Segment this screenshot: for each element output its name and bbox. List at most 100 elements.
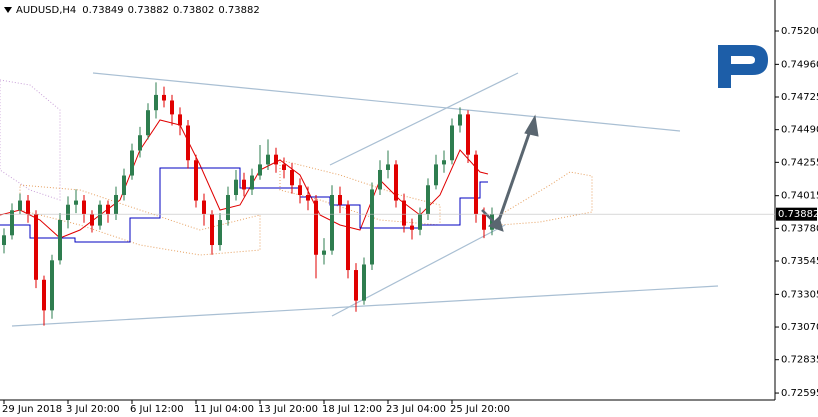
y-tick-label: 0.74015 [781,191,818,202]
candle-body [114,194,118,215]
candle-body [426,185,430,215]
candle-body [434,164,438,186]
header-value: 0.73882 [128,5,169,16]
candle-body [458,114,462,126]
candle-body [42,279,46,311]
last-price-label: 0.73882 [778,209,818,220]
trend-line [11,285,719,327]
candles [2,82,494,326]
candle-body [138,135,142,151]
candle-body [18,200,22,211]
chart-title: AUDUSD,H4 [16,5,76,16]
candle-body [26,200,30,215]
candle-body [98,204,102,226]
y-tick-label: 0.74255 [781,157,818,168]
candle-body [490,214,494,230]
candle-body [10,210,14,236]
candle-body [362,264,366,301]
trend-line [331,224,506,317]
x-tick-label: 3 Jul 20:00 [66,404,120,415]
candle-body [50,260,54,311]
candle-body [378,169,382,190]
candle-body [282,164,286,170]
y-tick-label: 0.72835 [781,355,818,366]
candle-body [58,220,62,261]
candle-body [298,185,302,195]
candle-body [226,194,230,221]
candle-body [234,179,238,195]
candle-body [418,214,422,230]
candle-body [386,164,390,170]
candle-body [274,154,278,165]
candle-body [466,114,470,155]
y-tick-label: 0.73545 [781,256,818,267]
candle-body [394,164,398,201]
candle-body [218,220,222,246]
candle-body [354,270,358,301]
candle-body [482,214,486,230]
forecast-arrows [481,114,539,232]
candle-body [122,175,126,195]
candle-body [74,200,78,205]
candle-body [314,200,318,255]
candle-body [290,169,294,186]
candle-body [410,225,414,230]
candle-body [106,204,110,215]
candle-body [450,125,454,161]
y-tick-label: 0.73305 [781,289,818,300]
candle-body [370,189,374,265]
trend-line [92,72,681,132]
y-tick-label: 0.74725 [781,92,818,103]
header-value: 0.73802 [173,5,214,16]
candle-body [202,200,206,215]
candle-body [330,194,334,251]
candle-body [170,100,174,115]
candle-body [34,214,38,280]
last-price-box [776,207,817,221]
candle-body [266,154,270,165]
cloud-purple [0,79,61,201]
candle-body [338,194,342,205]
x-tick-label: 6 Jul 12:00 [130,404,184,415]
candle-body [130,150,134,176]
logo [718,45,768,88]
y-tick-label: 0.72595 [781,388,818,399]
candle-body [258,164,262,176]
candle-body [2,235,6,246]
candle-body [90,214,94,226]
menu-triangle [4,7,12,13]
candle-body [82,200,86,215]
candle-body [442,160,446,165]
candle-body [322,250,326,255]
candle-body [186,125,190,161]
candle-body [178,114,182,126]
candle-body [402,200,406,226]
arrow-head [524,114,539,137]
candle-body [250,175,254,190]
cloud-orange [19,184,261,256]
candle-body [346,204,350,271]
candle-body [242,179,246,190]
candle-body [194,160,198,201]
trend-line [329,72,519,166]
logo-mark [718,45,768,88]
x-tick-label: 23 Jul 04:00 [386,404,446,415]
logo-bar [722,70,740,75]
header-value: 0.73882 [218,5,259,16]
x-tick-label: 29 Jun 2018 [2,404,62,415]
x-tick-label: 11 Jul 04:00 [194,404,254,415]
candle-body [162,94,166,101]
candle-body [66,204,70,221]
arrow-head [488,216,504,232]
candle-body [210,214,214,246]
header-value: 0.73849 [82,5,123,16]
arrow-line [495,127,533,227]
x-tick-label: 25 Jul 20:00 [450,404,510,415]
